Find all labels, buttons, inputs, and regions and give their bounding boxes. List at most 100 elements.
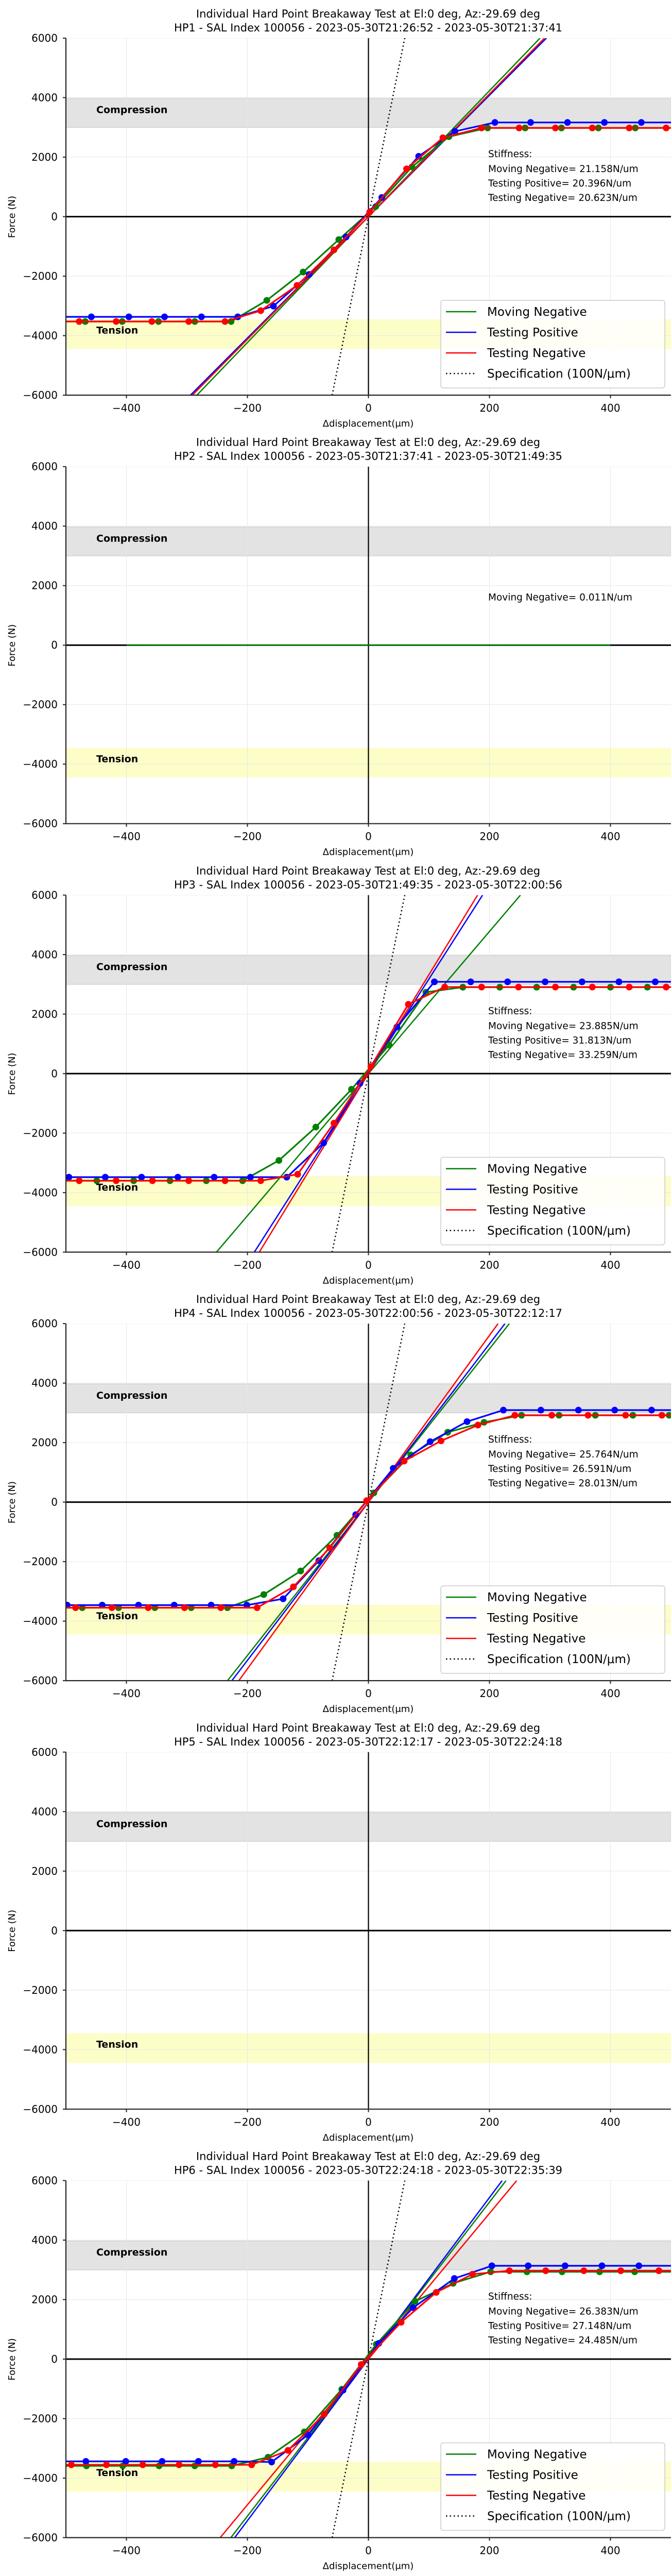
testing-negative-marker — [331, 246, 338, 253]
x-tick-label: 400 — [600, 1687, 620, 1700]
testing-negative-marker — [515, 984, 522, 991]
chart-title: Individual Hard Point Breakaway Test at … — [196, 436, 540, 449]
testing-positive-marker — [611, 1406, 618, 1414]
legend-label: Moving Negative — [487, 306, 587, 319]
testing-positive-marker — [66, 1602, 71, 1609]
testing-positive-marker — [138, 1174, 145, 1181]
testing-negative-marker — [663, 124, 670, 131]
x-tick-label: 0 — [365, 2116, 372, 2128]
testing-negative-marker — [474, 1421, 481, 1429]
legend-label: Specification (100N/μm) — [487, 1224, 631, 1238]
testing-negative-marker — [357, 2361, 365, 2368]
y-tick-label: −4000 — [23, 1187, 58, 1199]
x-tick-label: −200 — [233, 1259, 262, 1271]
stiffness-value: Testing Negative= 24.485N/um — [488, 2335, 637, 2346]
y-tick-label: 4000 — [31, 948, 58, 961]
testing-positive-marker — [82, 2458, 90, 2465]
testing-positive-marker — [268, 2459, 275, 2466]
testing-negative-marker — [181, 1604, 188, 1611]
y-tick-label: −4000 — [23, 330, 58, 342]
testing-negative-marker — [548, 1412, 556, 1419]
testing-positive-marker — [451, 2275, 458, 2282]
legend: Moving Negative Testing Positive Testing N… — [440, 2442, 665, 2531]
chart-panel-hp2: Individual Hard Point Breakaway Test at … — [7, 436, 671, 858]
testing-positive-marker — [88, 313, 95, 320]
legend-label: Testing Positive — [487, 1612, 578, 1625]
compression-label: Compression — [96, 1819, 167, 1830]
legend-label: Testing Negative — [487, 1632, 585, 1646]
testing-positive-marker — [635, 2262, 643, 2269]
compression-label: Compression — [96, 105, 167, 116]
testing-positive-marker — [637, 119, 645, 126]
testing-positive-marker — [135, 1602, 142, 1609]
tension-label: Tension — [96, 325, 138, 336]
y-axis-label: Force (N) — [7, 624, 18, 667]
testing-negative-marker — [145, 1604, 152, 1611]
x-tick-label: −400 — [112, 2545, 141, 2557]
testing-negative-marker — [515, 124, 523, 131]
moving-negative-marker — [297, 1567, 304, 1574]
compression-label: Compression — [96, 961, 167, 973]
x-tick-label: 200 — [479, 2116, 499, 2128]
testing-positive-marker — [270, 302, 277, 310]
y-tick-label: −2000 — [23, 1555, 58, 1568]
testing-positive-marker — [615, 978, 623, 986]
testing-negative-marker — [248, 2461, 255, 2468]
x-tick-label: 0 — [365, 1687, 372, 1700]
legend-label: Testing Negative — [487, 347, 585, 360]
moving-negative-marker — [596, 2268, 603, 2276]
y-tick-label: 0 — [51, 639, 58, 651]
chart-subtitle: HP6 - SAL Index 100056 - 2023-05-30T22:2… — [174, 2164, 562, 2177]
testing-negative-marker — [363, 1497, 370, 1504]
testing-negative-marker — [290, 1583, 297, 1590]
compression-label: Compression — [96, 2247, 167, 2258]
legend-label: Specification (100N/μm) — [487, 2510, 631, 2523]
tension-label: Tension — [96, 753, 138, 765]
legend-label: Testing Positive — [487, 326, 578, 340]
y-tick-label: 4000 — [31, 520, 58, 532]
y-tick-label: 4000 — [31, 92, 58, 104]
stiffness-value: Moving Negative= 26.383N/um — [488, 2307, 639, 2317]
testing-negative-marker — [326, 1544, 333, 1551]
y-tick-label: −2000 — [23, 1127, 58, 1139]
testing-negative-marker — [441, 984, 449, 991]
testing-negative-marker — [257, 1177, 264, 1184]
y-axis-label: Force (N) — [7, 1053, 18, 1095]
chart-subtitle: HP4 - SAL Index 100056 - 2023-05-30T22:0… — [174, 1307, 562, 1319]
x-tick-label: −200 — [233, 1687, 262, 1700]
testing-positive-marker — [575, 1406, 582, 1414]
stiffness-value: Testing Negative= 20.623N/um — [488, 193, 637, 204]
chart-subtitle: HP3 - SAL Index 100056 - 2023-05-30T21:4… — [174, 878, 562, 891]
y-tick-label: 2000 — [31, 151, 58, 163]
testing-positive-marker — [208, 1602, 215, 1609]
y-tick-label: 2000 — [31, 1865, 58, 1877]
y-axis-label: Force (N) — [7, 196, 18, 238]
moving-negative-marker — [559, 2268, 565, 2276]
testing-negative-marker — [221, 318, 229, 325]
testing-negative-marker — [113, 318, 120, 325]
x-tick-label: 400 — [600, 831, 620, 843]
legend: Moving Negative Testing Positive Testing N… — [440, 300, 665, 388]
testing-positive-marker — [488, 2262, 495, 2269]
legend-label: Specification (100N/μm) — [487, 367, 631, 381]
testing-negative-fit-line — [192, 38, 545, 395]
legend-label: Testing Positive — [487, 2469, 578, 2482]
testing-positive-marker — [99, 1602, 106, 1609]
stiffness-value: Moving Negative= 0.011N/um — [488, 592, 632, 603]
x-tick-label: 400 — [600, 1259, 620, 1271]
testing-negative-marker — [469, 2270, 476, 2278]
legend-box — [440, 1585, 665, 1674]
testing-negative-marker — [212, 2461, 219, 2468]
compression-label: Compression — [96, 533, 167, 544]
legend-box — [440, 2442, 665, 2531]
testing-positive-marker — [598, 2262, 606, 2269]
testing-negative-marker — [506, 2267, 513, 2274]
stiffness-heading: Stiffness: — [488, 1434, 532, 1445]
tension-label: Tension — [96, 2467, 138, 2479]
y-tick-label: 0 — [51, 1067, 58, 1080]
y-tick-label: 6000 — [31, 889, 58, 901]
tension-label: Tension — [96, 1182, 138, 1193]
y-tick-label: 0 — [51, 2353, 58, 2365]
x-axis-label: Δdisplacement(μm) — [323, 2561, 414, 2572]
testing-negative-marker — [217, 1604, 225, 1611]
